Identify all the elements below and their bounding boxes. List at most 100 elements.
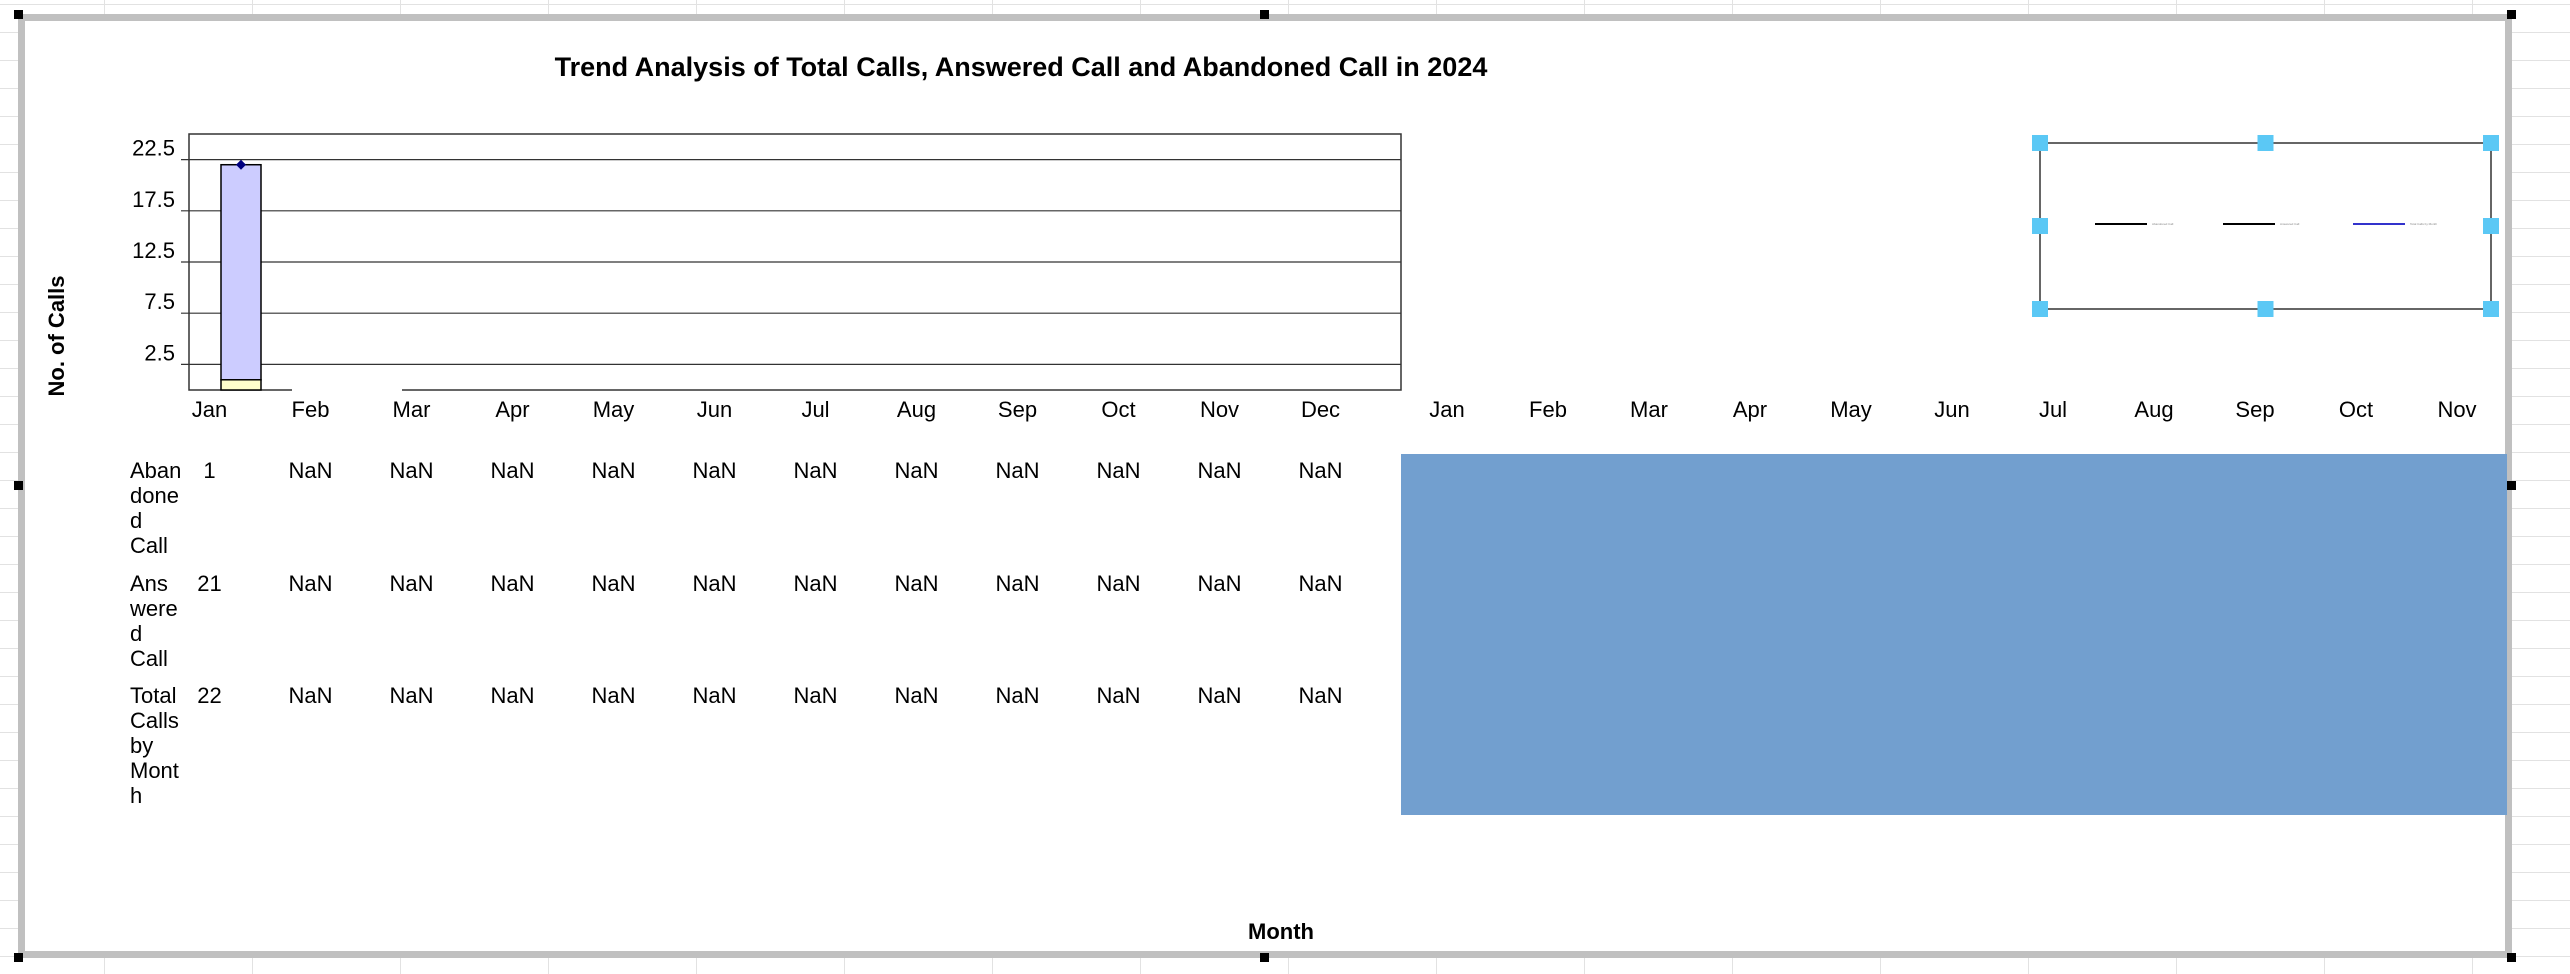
frame-handle-bottom-left[interactable] bbox=[14, 953, 23, 962]
frame-handle-top-left[interactable] bbox=[14, 10, 23, 19]
x-tick-label: Mar bbox=[393, 397, 431, 422]
cell-value: NaN bbox=[288, 571, 332, 596]
frame-handle-top-center[interactable] bbox=[1260, 10, 1269, 19]
cell-value: NaN bbox=[1298, 458, 1342, 483]
x-axis-label: Month bbox=[1248, 919, 1314, 944]
cell-value: NaN bbox=[591, 683, 635, 708]
row-label: Calls bbox=[130, 708, 179, 733]
cell-value: NaN bbox=[793, 458, 837, 483]
cell-value: NaN bbox=[389, 683, 433, 708]
x-tick-label: Sep bbox=[998, 397, 1037, 422]
cell-value: NaN bbox=[389, 458, 433, 483]
cell-value: NaN bbox=[490, 458, 534, 483]
cell-value: 1 bbox=[203, 458, 215, 483]
cell-value: NaN bbox=[1096, 683, 1140, 708]
cell-value: NaN bbox=[288, 458, 332, 483]
cell-value: NaN bbox=[1096, 458, 1140, 483]
frame-handle-middle-left[interactable] bbox=[14, 481, 23, 490]
x-tick-label-extra: May bbox=[1830, 397, 1872, 422]
row-label: h bbox=[130, 783, 142, 808]
cell-value: NaN bbox=[894, 683, 938, 708]
row-label: done bbox=[130, 483, 179, 508]
x-tick-label-extra: Aug bbox=[2134, 397, 2173, 422]
legend-handle[interactable] bbox=[2032, 218, 2048, 234]
row-label: Mont bbox=[130, 758, 179, 783]
y-tick-label: 17.5 bbox=[132, 187, 175, 212]
x-tick-label-extra: Feb bbox=[1529, 397, 1567, 422]
y-axis-label: No. of Calls bbox=[44, 275, 69, 396]
x-tick-label: Dec bbox=[1301, 397, 1340, 422]
row-label: were bbox=[129, 596, 178, 621]
row-label: Aban bbox=[130, 458, 181, 483]
legend-handle[interactable] bbox=[2483, 218, 2499, 234]
x-tick-label: Nov bbox=[1200, 397, 1239, 422]
x-tick-label: Aug bbox=[897, 397, 936, 422]
cell-value: NaN bbox=[389, 571, 433, 596]
cell-value: NaN bbox=[894, 571, 938, 596]
legend-box bbox=[2039, 142, 2492, 310]
y-tick-label: 2.5 bbox=[144, 340, 175, 365]
cell-value: NaN bbox=[1298, 571, 1342, 596]
row-label: d bbox=[130, 508, 142, 533]
cell-value: NaN bbox=[1197, 683, 1241, 708]
cell-value: NaN bbox=[1197, 458, 1241, 483]
cell-value: NaN bbox=[995, 458, 1039, 483]
frame-handle-bottom-center[interactable] bbox=[1260, 953, 1269, 962]
x-tick-label: Jul bbox=[801, 397, 829, 422]
cell-value: 22 bbox=[197, 683, 221, 708]
plot-area: 22.5 17.5 12.5 7.5 2.5 Jan Feb Mar Apr May Jun Jul A… bbox=[132, 133, 2477, 422]
cell-value: NaN bbox=[692, 458, 736, 483]
legend-entry: Answered Call bbox=[2280, 222, 2300, 226]
cell-value: NaN bbox=[490, 683, 534, 708]
x-tick-label-extra: Jan bbox=[1429, 397, 1464, 422]
x-tick-label-extra: Oct bbox=[2339, 397, 2373, 422]
legend-handle[interactable] bbox=[2483, 301, 2499, 317]
x-tick-label: May bbox=[593, 397, 635, 422]
x-tick-label: Oct bbox=[1101, 397, 1135, 422]
x-tick-label-extra: Sep bbox=[2235, 397, 2274, 422]
legend-entry: Abandoned Call bbox=[2152, 222, 2174, 226]
legend-handle[interactable] bbox=[2483, 135, 2499, 151]
frame-handle-bottom-right[interactable] bbox=[2507, 953, 2516, 962]
cell-value: NaN bbox=[591, 571, 635, 596]
x-tick-label: Apr bbox=[495, 397, 529, 422]
cell-value: NaN bbox=[1298, 683, 1342, 708]
x-tick-label-extra: Jun bbox=[1934, 397, 1969, 422]
legend-entry: Total Calls by Month bbox=[2410, 222, 2437, 226]
cell-value: NaN bbox=[995, 571, 1039, 596]
cell-value: NaN bbox=[793, 683, 837, 708]
row-label: Call bbox=[130, 533, 168, 558]
cell-value: NaN bbox=[995, 683, 1039, 708]
cell-value: 21 bbox=[197, 571, 221, 596]
row-label: d bbox=[130, 621, 142, 646]
axis-gap bbox=[292, 389, 402, 393]
frame-handle-top-right[interactable] bbox=[2507, 10, 2516, 19]
y-tick-label: 22.5 bbox=[132, 136, 175, 161]
x-tick-label-extra: Nov bbox=[2437, 397, 2476, 422]
cell-value: NaN bbox=[692, 571, 736, 596]
bar-answered bbox=[220, 163, 262, 381]
y-tick-label: 12.5 bbox=[132, 238, 175, 263]
chart-title: Trend Analysis of Total Calls, Answered … bbox=[555, 52, 1488, 82]
cell-value: NaN bbox=[1096, 571, 1140, 596]
x-tick-label: Feb bbox=[292, 397, 330, 422]
row-label: Ans bbox=[130, 571, 168, 596]
cell-value: NaN bbox=[692, 683, 736, 708]
cell-value: NaN bbox=[1197, 571, 1241, 596]
x-tick-label: Jan bbox=[192, 397, 227, 422]
fill-block bbox=[1401, 454, 2507, 815]
point-total bbox=[236, 159, 246, 170]
legend-handle[interactable] bbox=[2032, 135, 2048, 151]
frame-handle-middle-right[interactable] bbox=[2507, 481, 2516, 490]
x-tick-label: Jun bbox=[697, 397, 732, 422]
bar-abandoned bbox=[220, 379, 262, 391]
legend-handle[interactable] bbox=[2032, 301, 2048, 317]
row-label: by bbox=[130, 733, 153, 758]
legend-handle[interactable] bbox=[2257, 135, 2274, 151]
legend-handle[interactable] bbox=[2257, 301, 2274, 317]
row-label: Total bbox=[130, 683, 176, 708]
legend[interactable]: Abandoned Call Answered Call Total Calls b… bbox=[2032, 135, 2499, 317]
